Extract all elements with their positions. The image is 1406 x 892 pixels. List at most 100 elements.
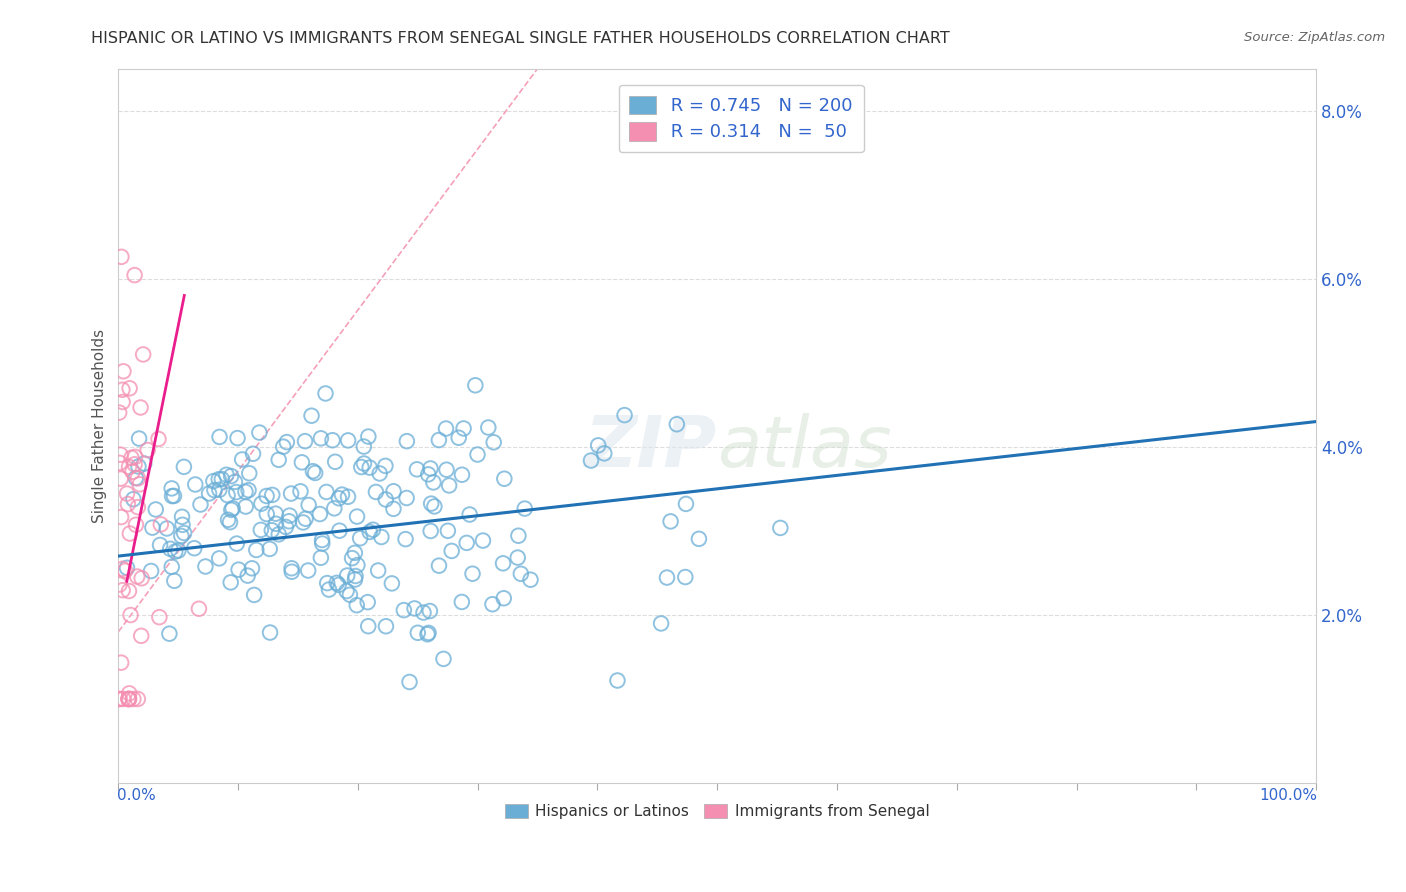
Point <box>437 478 460 492</box>
Point <box>226 431 249 445</box>
Point <box>374 458 396 473</box>
Point <box>184 477 207 491</box>
Point <box>183 541 205 556</box>
Text: atlas: atlas <box>717 413 891 482</box>
Point <box>330 487 353 501</box>
Point <box>298 498 321 512</box>
Point <box>250 497 273 511</box>
Point <box>340 551 363 566</box>
Point <box>423 500 446 514</box>
Point <box>374 492 396 507</box>
Point <box>494 472 516 486</box>
Point <box>316 576 339 591</box>
Point <box>238 483 260 498</box>
Point <box>311 533 333 547</box>
Point <box>328 524 350 538</box>
Point <box>418 626 440 640</box>
Point <box>231 452 253 467</box>
Point <box>350 460 373 475</box>
Point <box>416 627 439 641</box>
Text: Source: ZipAtlas.com: Source: ZipAtlas.com <box>1244 31 1385 45</box>
Point <box>280 486 302 500</box>
Point <box>291 455 314 469</box>
Point <box>451 467 474 482</box>
Point <box>172 517 194 532</box>
Point <box>508 529 530 543</box>
Point <box>274 520 297 534</box>
Point <box>224 475 246 489</box>
Point <box>278 508 301 523</box>
Point <box>128 477 150 491</box>
Point <box>404 601 426 615</box>
Point <box>769 521 792 535</box>
Point <box>659 515 682 529</box>
Text: 0.0%: 0.0% <box>117 788 156 803</box>
Point <box>111 583 134 598</box>
Point <box>464 378 486 392</box>
Point <box>118 381 141 395</box>
Point <box>187 601 209 615</box>
Point <box>110 472 132 486</box>
Point <box>121 450 143 465</box>
Point <box>434 421 457 435</box>
Point <box>290 484 312 499</box>
Point <box>225 485 247 500</box>
Point <box>481 597 503 611</box>
Point <box>673 570 696 584</box>
Point <box>208 472 231 486</box>
Point <box>419 524 441 538</box>
Point <box>139 564 162 578</box>
Point <box>328 491 350 506</box>
Point <box>357 595 380 609</box>
Point <box>112 364 135 378</box>
Point <box>492 557 515 571</box>
Point <box>190 498 212 512</box>
Point <box>217 513 239 527</box>
Point <box>219 575 242 590</box>
Point <box>450 595 472 609</box>
Point <box>357 429 380 443</box>
Point <box>264 507 287 521</box>
Point <box>122 492 145 507</box>
Point <box>160 489 183 503</box>
Point <box>335 584 357 599</box>
Point <box>267 527 290 541</box>
Point <box>456 536 478 550</box>
Text: ZIP: ZIP <box>585 413 717 482</box>
Point <box>297 564 319 578</box>
Point <box>276 435 298 450</box>
Point <box>267 452 290 467</box>
Point <box>375 619 398 633</box>
Point <box>122 692 145 706</box>
Point <box>326 575 349 590</box>
Point <box>215 467 238 482</box>
Point <box>339 588 361 602</box>
Point <box>111 395 134 409</box>
Point <box>392 603 415 617</box>
Point <box>128 432 150 446</box>
Point <box>117 497 139 511</box>
Point <box>309 507 332 521</box>
Point <box>361 523 384 537</box>
Point <box>250 523 273 537</box>
Point <box>613 408 636 422</box>
Point <box>117 692 139 706</box>
Point <box>219 515 242 529</box>
Point <box>650 616 672 631</box>
Point <box>148 610 170 624</box>
Point <box>170 509 193 524</box>
Point <box>579 453 602 467</box>
Point <box>440 544 463 558</box>
Point <box>259 625 281 640</box>
Point <box>236 568 259 582</box>
Point <box>302 464 325 478</box>
Point <box>353 457 375 471</box>
Point <box>165 544 187 558</box>
Point <box>256 489 278 503</box>
Point <box>118 526 141 541</box>
Point <box>395 434 418 449</box>
Point <box>145 502 167 516</box>
Point <box>477 420 499 434</box>
Point <box>357 619 380 633</box>
Point <box>420 497 443 511</box>
